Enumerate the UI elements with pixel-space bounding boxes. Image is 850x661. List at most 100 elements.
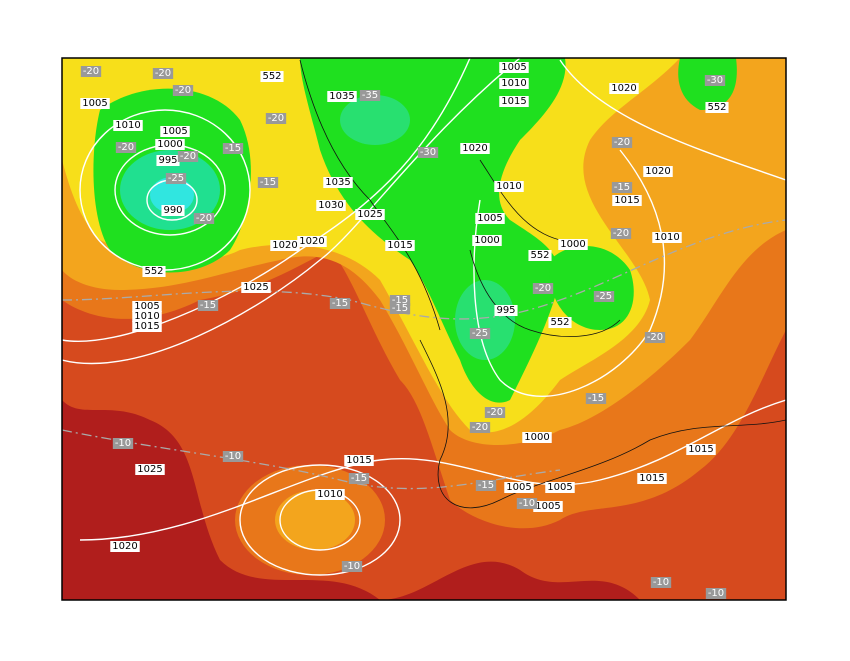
isobar-label-text: 1020: [272, 240, 297, 251]
isobar-label-text: 1005: [82, 98, 107, 109]
temperature-label-text: -15: [392, 295, 408, 306]
isobar-label: 995: [156, 155, 180, 166]
label-box: [348, 473, 370, 484]
isobar-label: 1015: [385, 240, 415, 251]
label-box: [172, 85, 194, 96]
label-box: [545, 482, 575, 493]
isotherms: [62, 219, 786, 490]
label-box: [193, 213, 215, 224]
label-box: [341, 561, 363, 572]
label-box: [499, 62, 529, 73]
band: [549, 246, 634, 330]
label-box: [113, 120, 143, 131]
temperature-label-text: -15: [392, 303, 408, 314]
temperature-label: -20: [484, 407, 506, 418]
label-box: [686, 444, 716, 455]
temperature-label: -10: [222, 451, 244, 462]
isobar-label: 1010: [652, 232, 682, 243]
temperature-label: -15: [222, 143, 244, 154]
temperature-label-text: -15: [614, 182, 630, 193]
temperature-label: -15: [611, 182, 633, 193]
isobar-label-text: 1005: [547, 482, 572, 493]
isobar-label-text: 1015: [688, 444, 713, 455]
temperature-label-text: -15: [351, 473, 367, 484]
label-box: [548, 317, 572, 328]
temperature-label-text: -20: [268, 113, 284, 124]
temperature-label-text: -10: [708, 588, 724, 599]
isobar-label: 1010: [315, 489, 345, 500]
temperature-label: -15: [257, 177, 279, 188]
isobar-label-text: 1000: [524, 432, 549, 443]
isobar-label-text: 1020: [462, 143, 487, 154]
label-box: [585, 393, 607, 404]
isobar-label: 1010: [132, 311, 162, 322]
label-box: [593, 291, 615, 302]
label-box: [494, 181, 524, 192]
isobar-label: 1015: [686, 444, 716, 455]
isobar-label-text: 1005: [477, 213, 502, 224]
temperature-label: -20: [265, 113, 287, 124]
isobar-label: 1030: [316, 200, 346, 211]
temperature-label-text: -25: [168, 173, 184, 184]
band: [340, 95, 410, 145]
isobar-label-text: 1015: [614, 195, 639, 206]
label-box: [110, 541, 140, 552]
label-box: [389, 295, 411, 306]
isobar-label-text: 1010: [496, 181, 521, 192]
height-label-text: 552: [262, 71, 281, 82]
label-box: [135, 464, 165, 475]
isobar-label-text: 1015: [501, 96, 526, 107]
isobar-label: 1020: [609, 83, 639, 94]
temperature-label: -20: [610, 228, 632, 239]
label-box: [385, 240, 415, 251]
isobar-label: 1010: [113, 120, 143, 131]
label-box: [612, 195, 642, 206]
band: [455, 280, 515, 360]
isobar-label-text: 1020: [611, 83, 636, 94]
label-box: [316, 200, 346, 211]
label-box: [132, 311, 162, 322]
temperature-label: -10: [650, 577, 672, 588]
temperature-label: -20: [469, 422, 491, 433]
temperature-label: -20: [644, 332, 666, 343]
isobar-label-text: 1005: [506, 482, 531, 493]
label-box: [705, 102, 729, 113]
isobar-label-text: 1010: [115, 120, 140, 131]
height-label: 552: [260, 71, 284, 82]
isobar-label-text: 1005: [134, 301, 159, 312]
isobar-label-text: 1000: [157, 139, 182, 150]
height-label: 552: [528, 250, 552, 261]
temperature-label: -10: [705, 588, 727, 599]
label-box: [499, 96, 529, 107]
height-label-text: 552: [707, 102, 726, 113]
label-box: [417, 147, 439, 158]
height-label-text: 552: [144, 266, 163, 277]
isobar-label: 1020: [460, 143, 490, 154]
label-box: [152, 68, 174, 79]
label-box: [644, 332, 666, 343]
isobar-label-text: 1025: [243, 282, 268, 293]
coastlines: [299, 59, 786, 509]
isobar-label-text: 1020: [645, 166, 670, 177]
temperature-label: -25: [165, 173, 187, 184]
label-box: [522, 432, 552, 443]
label-box: [475, 480, 497, 491]
temperature-label-text: -10: [344, 561, 360, 572]
label-box: [359, 90, 381, 101]
label-box: [329, 298, 351, 309]
label-box: [327, 91, 357, 102]
isobar-label: 1000: [155, 139, 185, 150]
temperature-label-text: -20: [647, 332, 663, 343]
label-box: [355, 209, 385, 220]
isobar-label: 1005: [504, 482, 534, 493]
isobar-label: 1005: [499, 62, 529, 73]
label-box: [475, 213, 505, 224]
isobar-label-text: 1000: [474, 235, 499, 246]
label-box: [532, 283, 554, 294]
isobar-label: 1005: [475, 213, 505, 224]
label-box: [637, 473, 667, 484]
isobar-label: 1005: [80, 98, 110, 109]
isobar-label: 1000: [472, 235, 502, 246]
label-box: [460, 143, 490, 154]
isobar-label-text: 1010: [654, 232, 679, 243]
